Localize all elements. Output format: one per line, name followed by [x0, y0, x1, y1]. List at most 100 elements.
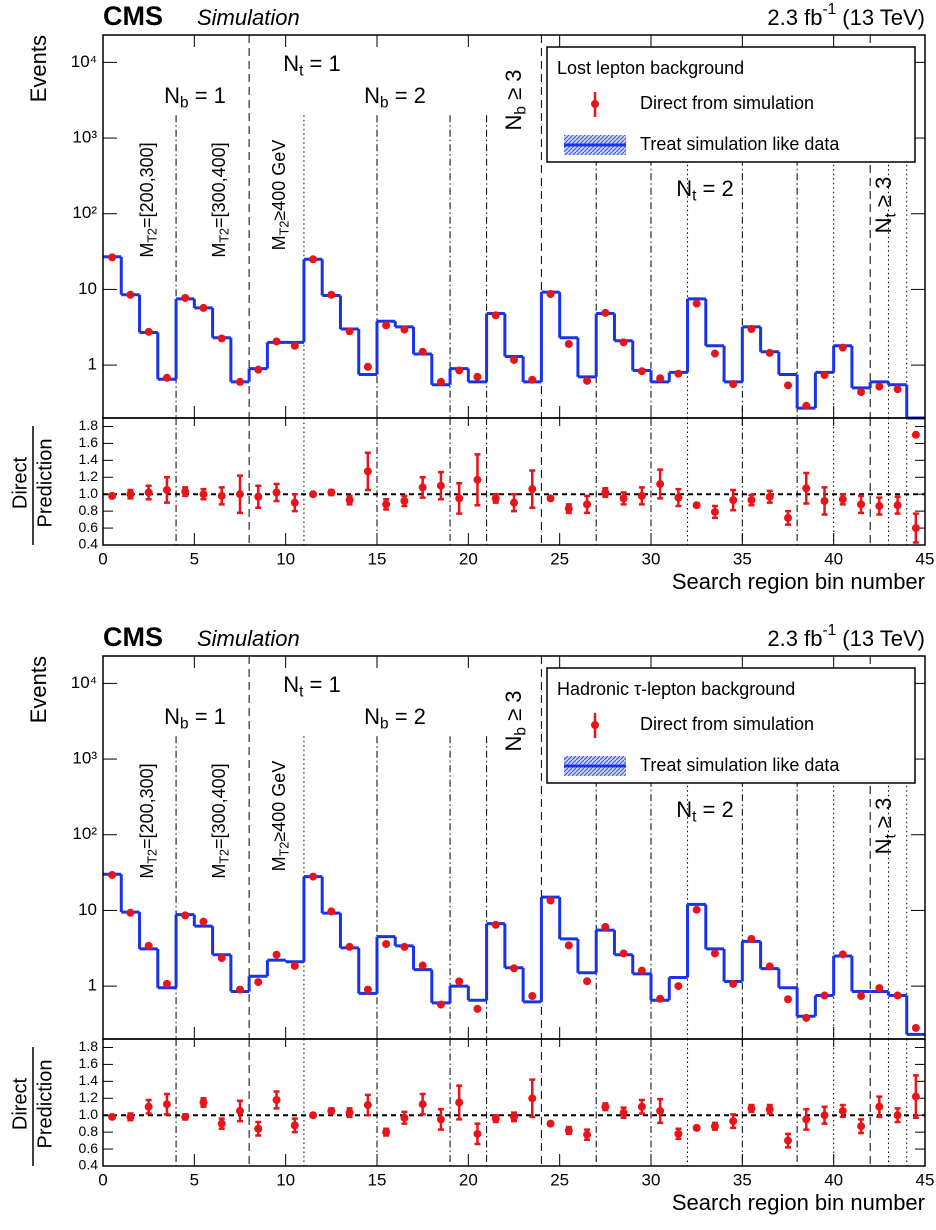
point — [436, 377, 445, 386]
ratio-point — [236, 490, 244, 499]
text-part: b — [180, 716, 189, 733]
point — [309, 872, 318, 881]
point — [528, 991, 537, 1000]
y-tick-label: 10² — [72, 203, 97, 222]
point — [473, 1004, 482, 1013]
point — [363, 985, 372, 994]
ratio-y-tick-label: 1.4 — [79, 451, 99, 467]
ratio-point — [254, 1124, 263, 1133]
point — [181, 294, 190, 303]
text-part: = 1 — [303, 672, 340, 697]
ratio-point — [436, 1115, 445, 1124]
ratio-point — [290, 1121, 299, 1130]
ratio-y-tick-label: 1.6 — [79, 1055, 99, 1071]
point — [199, 917, 208, 926]
point — [327, 290, 336, 299]
point — [601, 922, 610, 931]
text-part: ≥ 3 — [501, 691, 526, 728]
point — [619, 338, 628, 347]
legend-marker — [591, 721, 599, 729]
point — [436, 1000, 445, 1009]
x-tick-label: 25 — [550, 549, 569, 568]
rich-text: Nb ≥ 3 — [501, 70, 530, 131]
text-part: t — [883, 833, 900, 838]
ratio-y-tick-label: 1.0 — [79, 1106, 99, 1122]
ratio-point — [802, 1115, 811, 1124]
ratio-y-tick-label: 1.6 — [79, 434, 99, 450]
point — [857, 388, 866, 397]
ratio-point — [418, 1100, 427, 1109]
point — [382, 321, 391, 330]
ratio — [103, 451, 925, 544]
ratio-point — [747, 496, 756, 505]
point — [108, 253, 117, 262]
point — [765, 962, 774, 971]
point — [181, 911, 190, 920]
panel: CMS Simulation 2.3 fb-1 (13 TeV) 1 10 10² 10³ 1… — [9, 622, 934, 1215]
point — [290, 961, 299, 970]
point — [510, 355, 518, 364]
text-part: = 1 — [189, 83, 226, 108]
rich-text: Nt ≥ 3 — [871, 177, 900, 234]
ratio-point — [747, 1104, 756, 1113]
ratio-label-num: Direct — [9, 1077, 31, 1130]
ratio-point — [491, 494, 500, 503]
text-part: M — [137, 864, 157, 879]
point — [564, 941, 573, 950]
x-tick-label: 35 — [733, 549, 752, 568]
y-tick-label: 10⁴ — [71, 52, 97, 71]
x-tick-label: 20 — [459, 1170, 478, 1189]
ratio-point — [838, 495, 847, 504]
point — [692, 905, 701, 914]
text-part: =[200,300] — [137, 763, 157, 849]
text-part: N — [501, 736, 526, 752]
ratio-point — [473, 1129, 482, 1138]
point — [656, 994, 665, 1003]
ratio-point — [911, 1092, 920, 1101]
ratio-y-tick-label: 1.8 — [79, 1038, 99, 1054]
text-part: 2.3 fb — [767, 5, 822, 30]
text-part: -1 — [822, 1, 836, 18]
point — [546, 289, 555, 298]
rich-text: Nb = 2 — [364, 704, 426, 733]
x-tick-label: 20 — [459, 549, 478, 568]
rich-text: Nb = 1 — [164, 704, 226, 733]
ratio-frame — [102, 1038, 926, 1167]
text-part: T2 — [278, 221, 292, 236]
text-part: = 2 — [696, 176, 733, 201]
x-tick-label: 0 — [98, 549, 107, 568]
rich-text: Nt = 1 — [283, 51, 340, 80]
legend-label: Treat simulation like data — [640, 755, 840, 775]
point — [692, 299, 701, 308]
point — [418, 347, 427, 356]
ratio-point — [309, 490, 318, 499]
ratio-point — [217, 491, 226, 500]
ratio-point — [491, 1114, 500, 1123]
text-part: M — [209, 243, 229, 258]
text-part: N — [283, 672, 299, 697]
point — [144, 327, 153, 336]
point — [254, 365, 263, 374]
text-part: N — [871, 838, 896, 854]
cms-label: CMS — [103, 1, 163, 31]
point — [400, 942, 409, 951]
ratio-point — [583, 500, 592, 509]
point — [911, 430, 920, 439]
point — [601, 308, 610, 317]
ratio-point — [802, 484, 811, 493]
ratio-point — [382, 500, 391, 509]
text-part: ≥400 GeV — [269, 761, 289, 842]
y-tick-label: 1 — [88, 976, 97, 995]
ratio-point — [674, 1129, 683, 1138]
ratio-point — [619, 1108, 628, 1117]
ratio-point — [272, 1095, 281, 1104]
point — [710, 349, 719, 358]
point — [144, 941, 153, 950]
y-tick-label: 1 — [88, 355, 97, 374]
text-part: M — [209, 864, 229, 879]
ratio-y-tick-label: 1.2 — [79, 1089, 99, 1105]
text-part: = 1 — [303, 51, 340, 76]
point — [838, 950, 847, 959]
ratio-point — [455, 1098, 464, 1107]
ratio-point — [601, 1102, 610, 1111]
